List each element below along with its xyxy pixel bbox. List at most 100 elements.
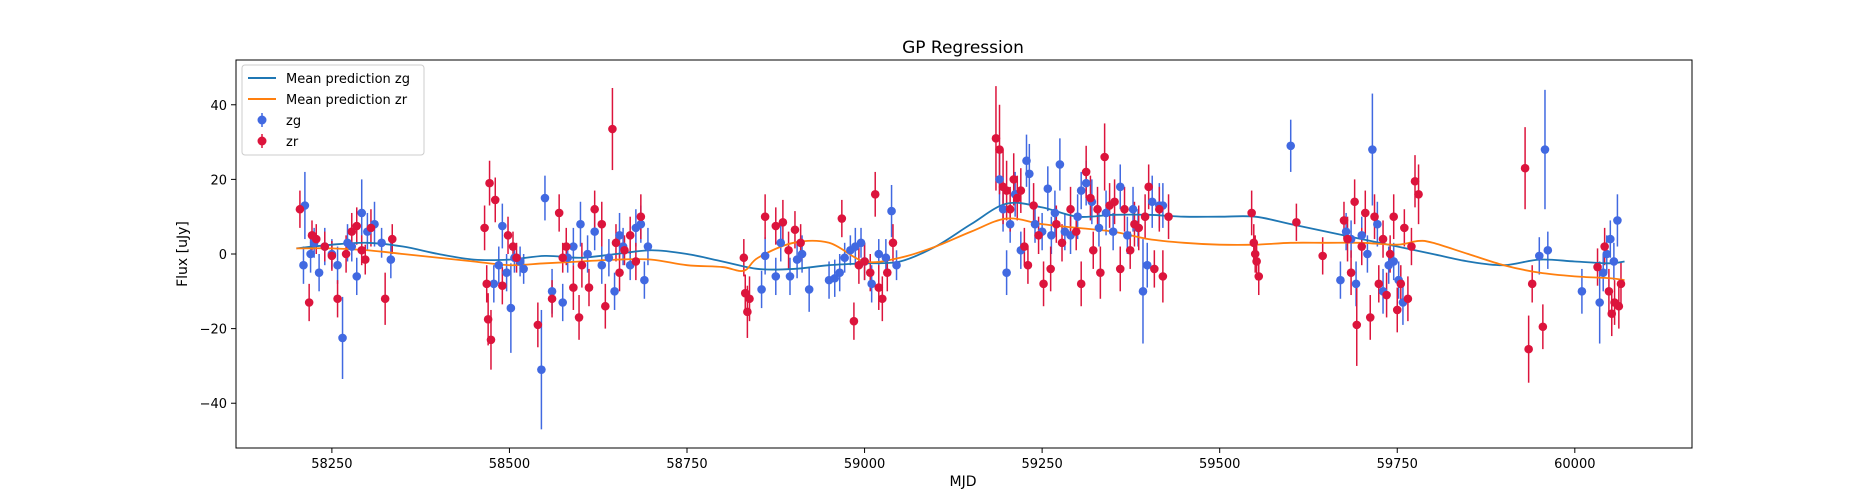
zg-data-point	[995, 175, 1004, 184]
zg-data-point	[506, 303, 516, 313]
zr-data-point	[569, 283, 578, 292]
y-tick-label: −40	[200, 397, 227, 412]
zg-data-point	[1341, 227, 1351, 236]
zg-data-point	[1602, 249, 1612, 259]
zr-data-point	[320, 242, 330, 251]
zr-data-point	[1292, 217, 1301, 227]
zr-data-point	[882, 268, 892, 277]
zg-data-point	[874, 249, 884, 259]
zg-data-point	[1123, 231, 1132, 240]
zr-data-point	[608, 124, 617, 134]
zg-data-point	[1043, 184, 1053, 194]
zr-data-point	[1538, 322, 1548, 332]
zg-data-point	[856, 238, 866, 248]
zr-data-point	[1339, 216, 1349, 225]
zr-data-point	[554, 208, 564, 218]
zg-data-point	[1351, 279, 1361, 289]
zg-data-point	[797, 249, 807, 259]
zr-data-point	[790, 225, 800, 235]
zr-data-point	[1400, 223, 1409, 233]
zr-data-point	[995, 145, 1004, 154]
zr-data-point	[991, 134, 1001, 143]
legend-marker-zr	[257, 136, 267, 146]
zg-data-point	[1368, 145, 1377, 154]
zr-data-point	[295, 204, 305, 214]
zr-data-point	[486, 335, 496, 345]
zr-data-point	[574, 313, 584, 322]
zg-data-point	[643, 242, 653, 251]
zr-data-point	[485, 178, 494, 188]
zr-data-point	[1252, 257, 1261, 266]
zr-data-point	[865, 268, 875, 277]
zg-data-point	[1073, 212, 1082, 221]
legend-label-mean-zg: Mean prediction zg	[286, 72, 410, 87]
y-tick-label: 20	[210, 173, 227, 188]
x-tick-label: 59750	[1377, 457, 1418, 472]
x-axis-label: MJD	[950, 474, 977, 490]
y-tick-label: 40	[210, 99, 227, 114]
zr-data-point	[1034, 231, 1043, 240]
zg-data-point	[615, 231, 624, 240]
zg-data-point	[835, 268, 845, 277]
zg-data-point	[1081, 178, 1091, 188]
chart-title: GP Regression	[902, 38, 1024, 58]
zg-data-point	[1543, 245, 1553, 255]
zr-data-point	[1005, 204, 1015, 214]
zr-data-point	[561, 242, 571, 251]
zg-data-point	[792, 255, 802, 264]
zr-data-point	[1144, 182, 1153, 192]
zr-data-point	[584, 283, 594, 292]
zg-data-point	[377, 238, 386, 248]
zr-data-point	[1164, 212, 1173, 221]
zr-data-point	[620, 245, 629, 255]
zg-data-point	[494, 260, 504, 270]
zg-data-point	[881, 253, 891, 263]
zg-data-point	[306, 249, 315, 259]
zr-data-point	[1382, 290, 1391, 300]
zr-data-point	[380, 294, 390, 304]
zr-data-point	[352, 221, 362, 231]
zr-data-point	[503, 231, 513, 240]
zg-data-point	[1357, 231, 1367, 240]
zg-data-point	[830, 273, 840, 283]
zg-data-point	[1055, 160, 1065, 169]
zg-data-point	[1108, 227, 1118, 236]
zg-data-point	[892, 260, 901, 270]
zg-data-point	[519, 264, 528, 274]
zg-data-point	[1101, 208, 1111, 218]
zr-data-point	[771, 221, 781, 231]
zg-data-point	[1336, 275, 1345, 285]
zr-data-point	[311, 234, 321, 244]
points-layer	[295, 124, 1626, 374]
zg-data-point	[597, 260, 607, 270]
zg-data-point	[640, 275, 649, 285]
zg-data-point	[1030, 219, 1040, 229]
zr-data-point	[1158, 272, 1168, 281]
zr-data-point	[512, 253, 521, 263]
zg-data-point	[357, 208, 367, 218]
zr-data-point	[1093, 204, 1102, 214]
zr-data-point	[1012, 193, 1022, 203]
zg-data-point	[1389, 257, 1398, 266]
zr-data-point	[745, 294, 754, 304]
zg-data-point	[352, 272, 362, 281]
zg-data-point	[590, 227, 599, 236]
zr-data-point	[1155, 204, 1164, 214]
zr-data-point	[1374, 279, 1384, 289]
zr-data-point	[1346, 268, 1356, 277]
zg-data-point	[1286, 141, 1296, 151]
zr-data-point	[1403, 294, 1413, 304]
zr-data-point	[341, 249, 351, 259]
zr-data-point	[1039, 279, 1048, 289]
zr-data-point	[1076, 279, 1086, 289]
zg-data-point	[1047, 231, 1056, 240]
zg-data-point	[333, 260, 342, 270]
zr-data-point	[611, 238, 621, 248]
zr-data-point	[1016, 186, 1026, 195]
zg-data-point	[1138, 287, 1148, 296]
zr-data-point	[1600, 242, 1609, 251]
zr-data-point	[304, 298, 314, 307]
zr-data-point	[1360, 208, 1370, 218]
zr-data-point	[1389, 212, 1398, 221]
zr-data-point	[1607, 309, 1617, 318]
